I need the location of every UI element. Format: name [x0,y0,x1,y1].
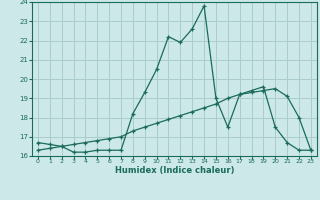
X-axis label: Humidex (Indice chaleur): Humidex (Indice chaleur) [115,166,234,175]
